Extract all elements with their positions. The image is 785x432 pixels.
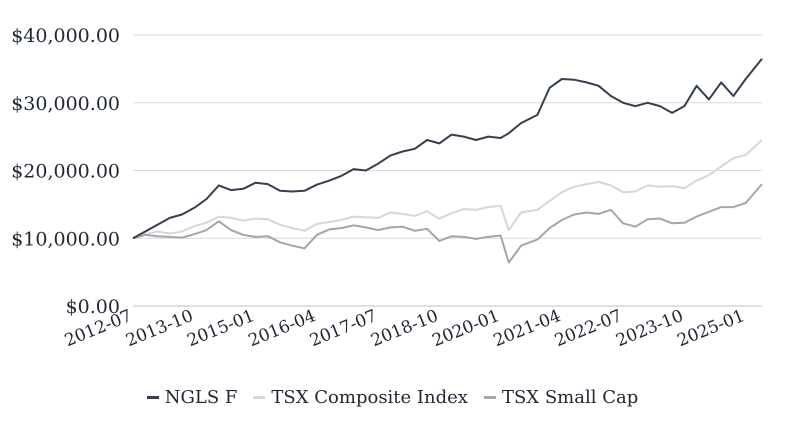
x-tick-label: 2022-07 bbox=[552, 306, 625, 351]
legend: NGLS F TSX Composite Index TSX Small Cap bbox=[0, 384, 785, 410]
series-line-0 bbox=[132, 58, 763, 240]
x-tick-label: 2016-04 bbox=[246, 306, 319, 351]
legend-item: NGLS F bbox=[146, 386, 238, 408]
y-tick-label: $20,000.00 bbox=[11, 161, 120, 183]
x-tick-label: 2013-10 bbox=[123, 306, 196, 351]
series-line-2 bbox=[132, 183, 763, 264]
grid-lines bbox=[133, 34, 762, 307]
x-tick-label: 2015-01 bbox=[184, 306, 257, 351]
legend-swatch bbox=[146, 395, 159, 399]
y-tick-label: $10,000.00 bbox=[11, 228, 120, 250]
y-tick-label: $40,000.00 bbox=[11, 25, 120, 47]
x-tick-label: 2025-01 bbox=[675, 306, 748, 351]
legend-item: TSX Small Cap bbox=[483, 386, 639, 408]
x-tick-label: 2020-01 bbox=[429, 306, 502, 351]
y-axis: $0.00 $10,000.00 $20,000.00 $30,000.00 $40,0… bbox=[11, 25, 120, 318]
x-tick-label: 2021-04 bbox=[491, 306, 564, 351]
legend-label: TSX Small Cap bbox=[501, 386, 639, 408]
legend-label: TSX Composite Index bbox=[271, 386, 468, 408]
series-lines bbox=[132, 58, 763, 264]
series-line-1 bbox=[132, 139, 763, 240]
legend-swatch bbox=[253, 395, 266, 399]
x-tick-label: 2023-10 bbox=[613, 306, 686, 351]
y-tick-label: $0.00 bbox=[66, 296, 120, 318]
legend-item: TSX Composite Index bbox=[253, 387, 468, 408]
legend-swatch bbox=[483, 395, 496, 399]
x-tick-label: 2018-10 bbox=[368, 306, 441, 351]
x-tick-label: 2017-07 bbox=[307, 306, 380, 351]
x-axis: 2012-072013-102015-012016-042017-072018-… bbox=[62, 306, 748, 351]
y-tick-label: $30,000.00 bbox=[11, 93, 120, 115]
legend-label: NGLS F bbox=[164, 386, 238, 408]
